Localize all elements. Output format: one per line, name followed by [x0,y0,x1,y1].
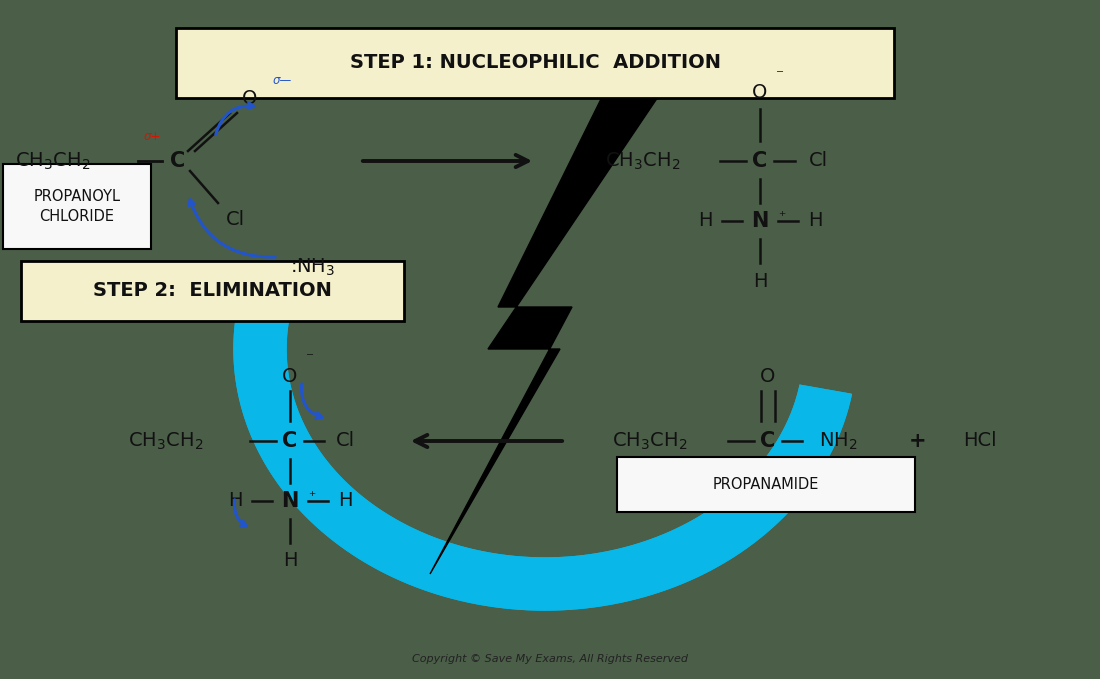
Text: H: H [697,211,713,230]
Text: +: + [910,431,927,451]
Text: O: O [242,90,257,109]
Text: O: O [283,367,298,386]
Text: ⁻: ⁻ [306,350,313,365]
Text: σ+: σ+ [143,130,161,143]
Text: H: H [752,272,768,291]
FancyBboxPatch shape [617,457,915,512]
Text: H: H [283,551,297,570]
Text: HCl: HCl [964,431,997,450]
Text: Cl: Cl [336,431,354,450]
Text: C: C [752,151,768,171]
FancyBboxPatch shape [3,164,151,249]
Text: $\mathregular{NH_2}$: $\mathregular{NH_2}$ [818,430,857,452]
Text: STEP 1: NUCLEOPHILIC  ADDITION: STEP 1: NUCLEOPHILIC ADDITION [350,54,720,73]
Text: H: H [807,211,823,230]
Text: $\mathregular{CH_3CH_2}$: $\mathregular{CH_3CH_2}$ [128,430,204,452]
Text: :NH$_3$: :NH$_3$ [289,257,334,278]
Text: H: H [228,492,242,511]
Text: N: N [282,491,299,511]
Polygon shape [234,304,851,610]
Text: PROPANAMIDE: PROPANAMIDE [713,477,820,492]
Text: STEP 2:  ELIMINATION: STEP 2: ELIMINATION [92,282,331,301]
Text: Cl: Cl [808,151,827,170]
Text: O: O [752,84,768,103]
Text: O: O [760,367,775,386]
Text: σ—: σ— [273,75,292,88]
FancyBboxPatch shape [21,261,404,321]
Text: ⁻: ⁻ [776,67,784,83]
Polygon shape [430,91,662,574]
Text: C: C [760,431,775,451]
Text: N: N [751,211,769,231]
Text: $\mathregular{CH_3CH_2}$: $\mathregular{CH_3CH_2}$ [612,430,688,452]
Text: Cl: Cl [226,210,244,229]
Text: H: H [338,492,352,511]
Text: C: C [170,151,186,171]
Text: C: C [283,431,298,451]
Polygon shape [234,304,851,610]
Text: ⁺: ⁺ [308,490,316,504]
Text: ⁺: ⁺ [779,210,785,224]
Text: PROPANOYL
CHLORIDE: PROPANOYL CHLORIDE [33,189,121,223]
Text: Copyright © Save My Exams, All Rights Reserved: Copyright © Save My Exams, All Rights Re… [412,654,688,664]
Text: $\mathregular{CH_3CH_2}$: $\mathregular{CH_3CH_2}$ [15,150,90,172]
FancyBboxPatch shape [176,28,894,98]
Text: $\mathregular{CH_3CH_2}$: $\mathregular{CH_3CH_2}$ [605,150,681,172]
